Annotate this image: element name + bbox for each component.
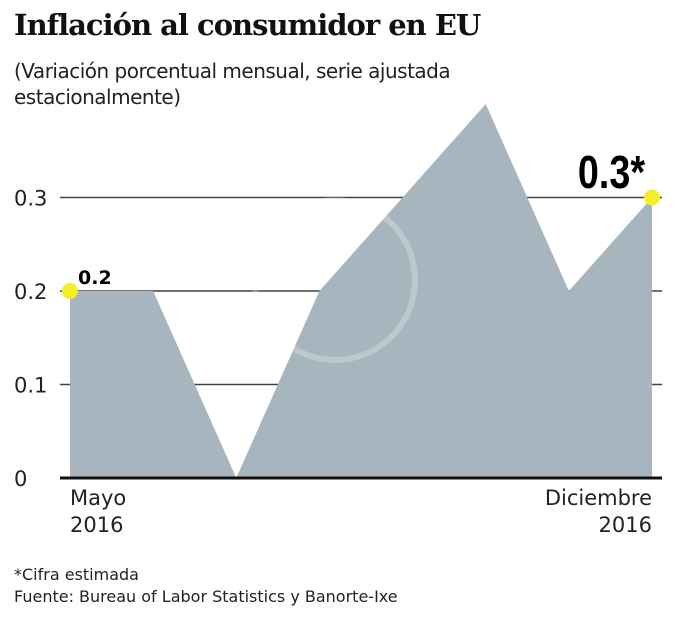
y-tick-label: 0 [14, 467, 27, 491]
x-label-start-month: Mayo [70, 486, 126, 510]
y-tick-label: 0.1 [14, 374, 47, 398]
marker-first [62, 283, 78, 299]
annotation-first: 0.2 [78, 267, 112, 289]
x-label-end-month: Diciembre [545, 486, 652, 510]
x-label-end-year: 2016 [599, 513, 652, 537]
chart-title: Inflación al consumidor en EU [14, 8, 481, 42]
marker-last [644, 189, 660, 206]
source-note: Fuente: Bureau of Labor Statistics y Ban… [14, 587, 398, 606]
area-series [70, 104, 652, 478]
watermark-logo [252, 197, 418, 363]
y-tick-label: 0.2 [14, 280, 47, 304]
x-label-start-year: 2016 [70, 513, 123, 537]
footnote: *Cifra estimada [14, 565, 139, 584]
annotation-last: 0.3* [578, 146, 646, 197]
y-tick-label: 0.3 [14, 187, 47, 211]
chart-subtitle: (Variación porcentual mensual, serie aju… [14, 59, 451, 109]
